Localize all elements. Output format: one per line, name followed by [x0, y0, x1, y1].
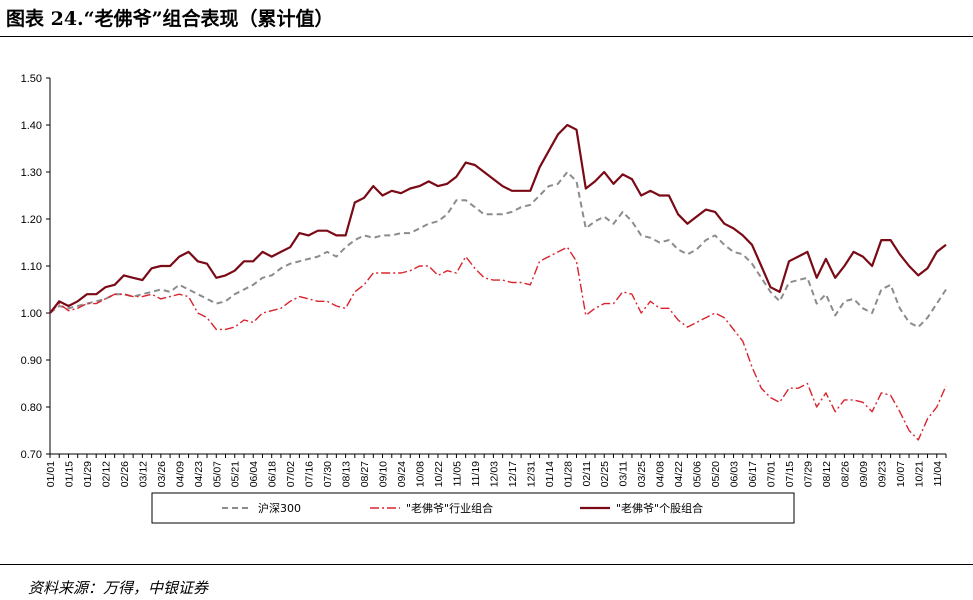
series-line-1 [49, 171, 947, 329]
x-tick-label: 01/01 [45, 461, 57, 487]
x-tick-label: 04/09 [174, 461, 186, 487]
x-tick-label: 01/29 [82, 461, 94, 487]
legend-label-3: "老佛爷"个股组合 [616, 501, 703, 515]
source-note: 资料来源：万得，中银证券 [28, 579, 209, 597]
y-axis: 1.50 1.40 1.30 1.20 1.10 1.00 0.90 0.80 0.70 [21, 73, 51, 461]
footer-divider [0, 564, 973, 565]
x-tick-label: 05/07 [211, 461, 223, 487]
x-tick-label: 07/29 [802, 461, 814, 487]
x-tick-label: 12/17 [507, 461, 519, 487]
line-chart: 1.50 1.40 1.30 1.20 1.10 1.00 0.90 0.80 0.70 01/… [21, 73, 947, 524]
x-tick-label: 01/14 [544, 461, 556, 487]
x-tick-label: 03/12 [137, 461, 149, 487]
chart-title: 图表 24.“老佛爷”组合表现（累计值） [6, 8, 334, 30]
y-tick-label: 1.00 [21, 308, 42, 320]
x-tick-label: 07/30 [322, 461, 334, 487]
x-tick-label: 03/11 [618, 461, 630, 487]
x-tick-label: 09/09 [858, 461, 870, 487]
x-tick-label: 11/19 [470, 461, 482, 487]
x-tick-label: 08/13 [341, 461, 353, 487]
y-tick-label: 1.20 [21, 214, 42, 226]
x-tick-label: 04/22 [673, 461, 685, 487]
x-tick-label: 07/01 [765, 461, 777, 487]
x-tick-label: 05/06 [692, 461, 704, 487]
x-tick-label: 02/25 [599, 461, 611, 487]
x-tick-label: 10/07 [895, 461, 907, 487]
series-lines [49, 123, 947, 441]
title-divider [0, 36, 973, 37]
series-line-2 [49, 246, 947, 441]
y-tick-label: 1.50 [21, 73, 42, 85]
x-tick-label: 02/12 [100, 461, 112, 487]
x-tick-label: 11/05 [451, 461, 463, 487]
x-tick-label: 09/23 [876, 461, 888, 487]
x-tick-label: 07/02 [285, 461, 297, 487]
x-tick-label: 09/10 [378, 461, 390, 487]
x-tick-label: 03/25 [636, 461, 648, 487]
x-tick-label: 06/04 [248, 461, 260, 487]
x-axis: 01/01 01/15 01/29 02/12 02/26 03/12 03/26 04/09… [45, 453, 947, 487]
x-tick-label: 08/12 [821, 461, 833, 487]
x-tick-label: 10/08 [414, 461, 426, 487]
legend: 沪深300 "老佛爷"行业组合 "老佛爷"个股组合 [151, 492, 795, 524]
x-tick-label: 11/04 [932, 461, 944, 487]
legend-box [151, 492, 795, 524]
y-tick-label: 0.70 [21, 449, 42, 461]
x-tick-label: 05/21 [230, 461, 242, 487]
x-tick-label: 10/22 [433, 461, 445, 487]
x-tick-label: 06/17 [747, 461, 759, 487]
x-tick-label: 12/03 [488, 461, 500, 487]
x-tick-label: 04/08 [655, 461, 667, 487]
x-tick-label: 02/11 [581, 461, 593, 487]
x-tick-label: 04/23 [193, 461, 205, 487]
y-tick-label: 1.40 [21, 120, 42, 132]
legend-label-1: 沪深300 [258, 501, 301, 515]
x-tick-label: 05/20 [710, 461, 722, 487]
x-tick-label: 08/27 [359, 461, 371, 487]
y-tick-label: 0.80 [21, 402, 42, 414]
x-tick-label: 01/15 [63, 461, 75, 487]
x-tick-label: 12/31 [525, 461, 537, 487]
x-tick-label: 10/21 [913, 461, 925, 487]
x-tick-label: 09/24 [396, 461, 408, 487]
series-line-3 [49, 123, 947, 314]
x-tick-label: 07/15 [784, 461, 796, 487]
x-tick-label: 02/26 [119, 461, 131, 487]
y-tick-label: 1.30 [21, 167, 42, 179]
x-tick-label: 06/03 [729, 461, 741, 487]
x-tick-label: 03/26 [156, 461, 168, 487]
y-tick-label: 1.10 [21, 261, 42, 273]
y-tick-label: 0.90 [21, 355, 42, 367]
legend-label-2: "老佛爷"行业组合 [406, 501, 493, 515]
x-tick-label: 06/18 [267, 461, 279, 487]
x-tick-label: 07/16 [304, 461, 316, 487]
x-tick-label: 08/26 [839, 461, 851, 487]
x-tick-label: 01/28 [562, 461, 574, 487]
